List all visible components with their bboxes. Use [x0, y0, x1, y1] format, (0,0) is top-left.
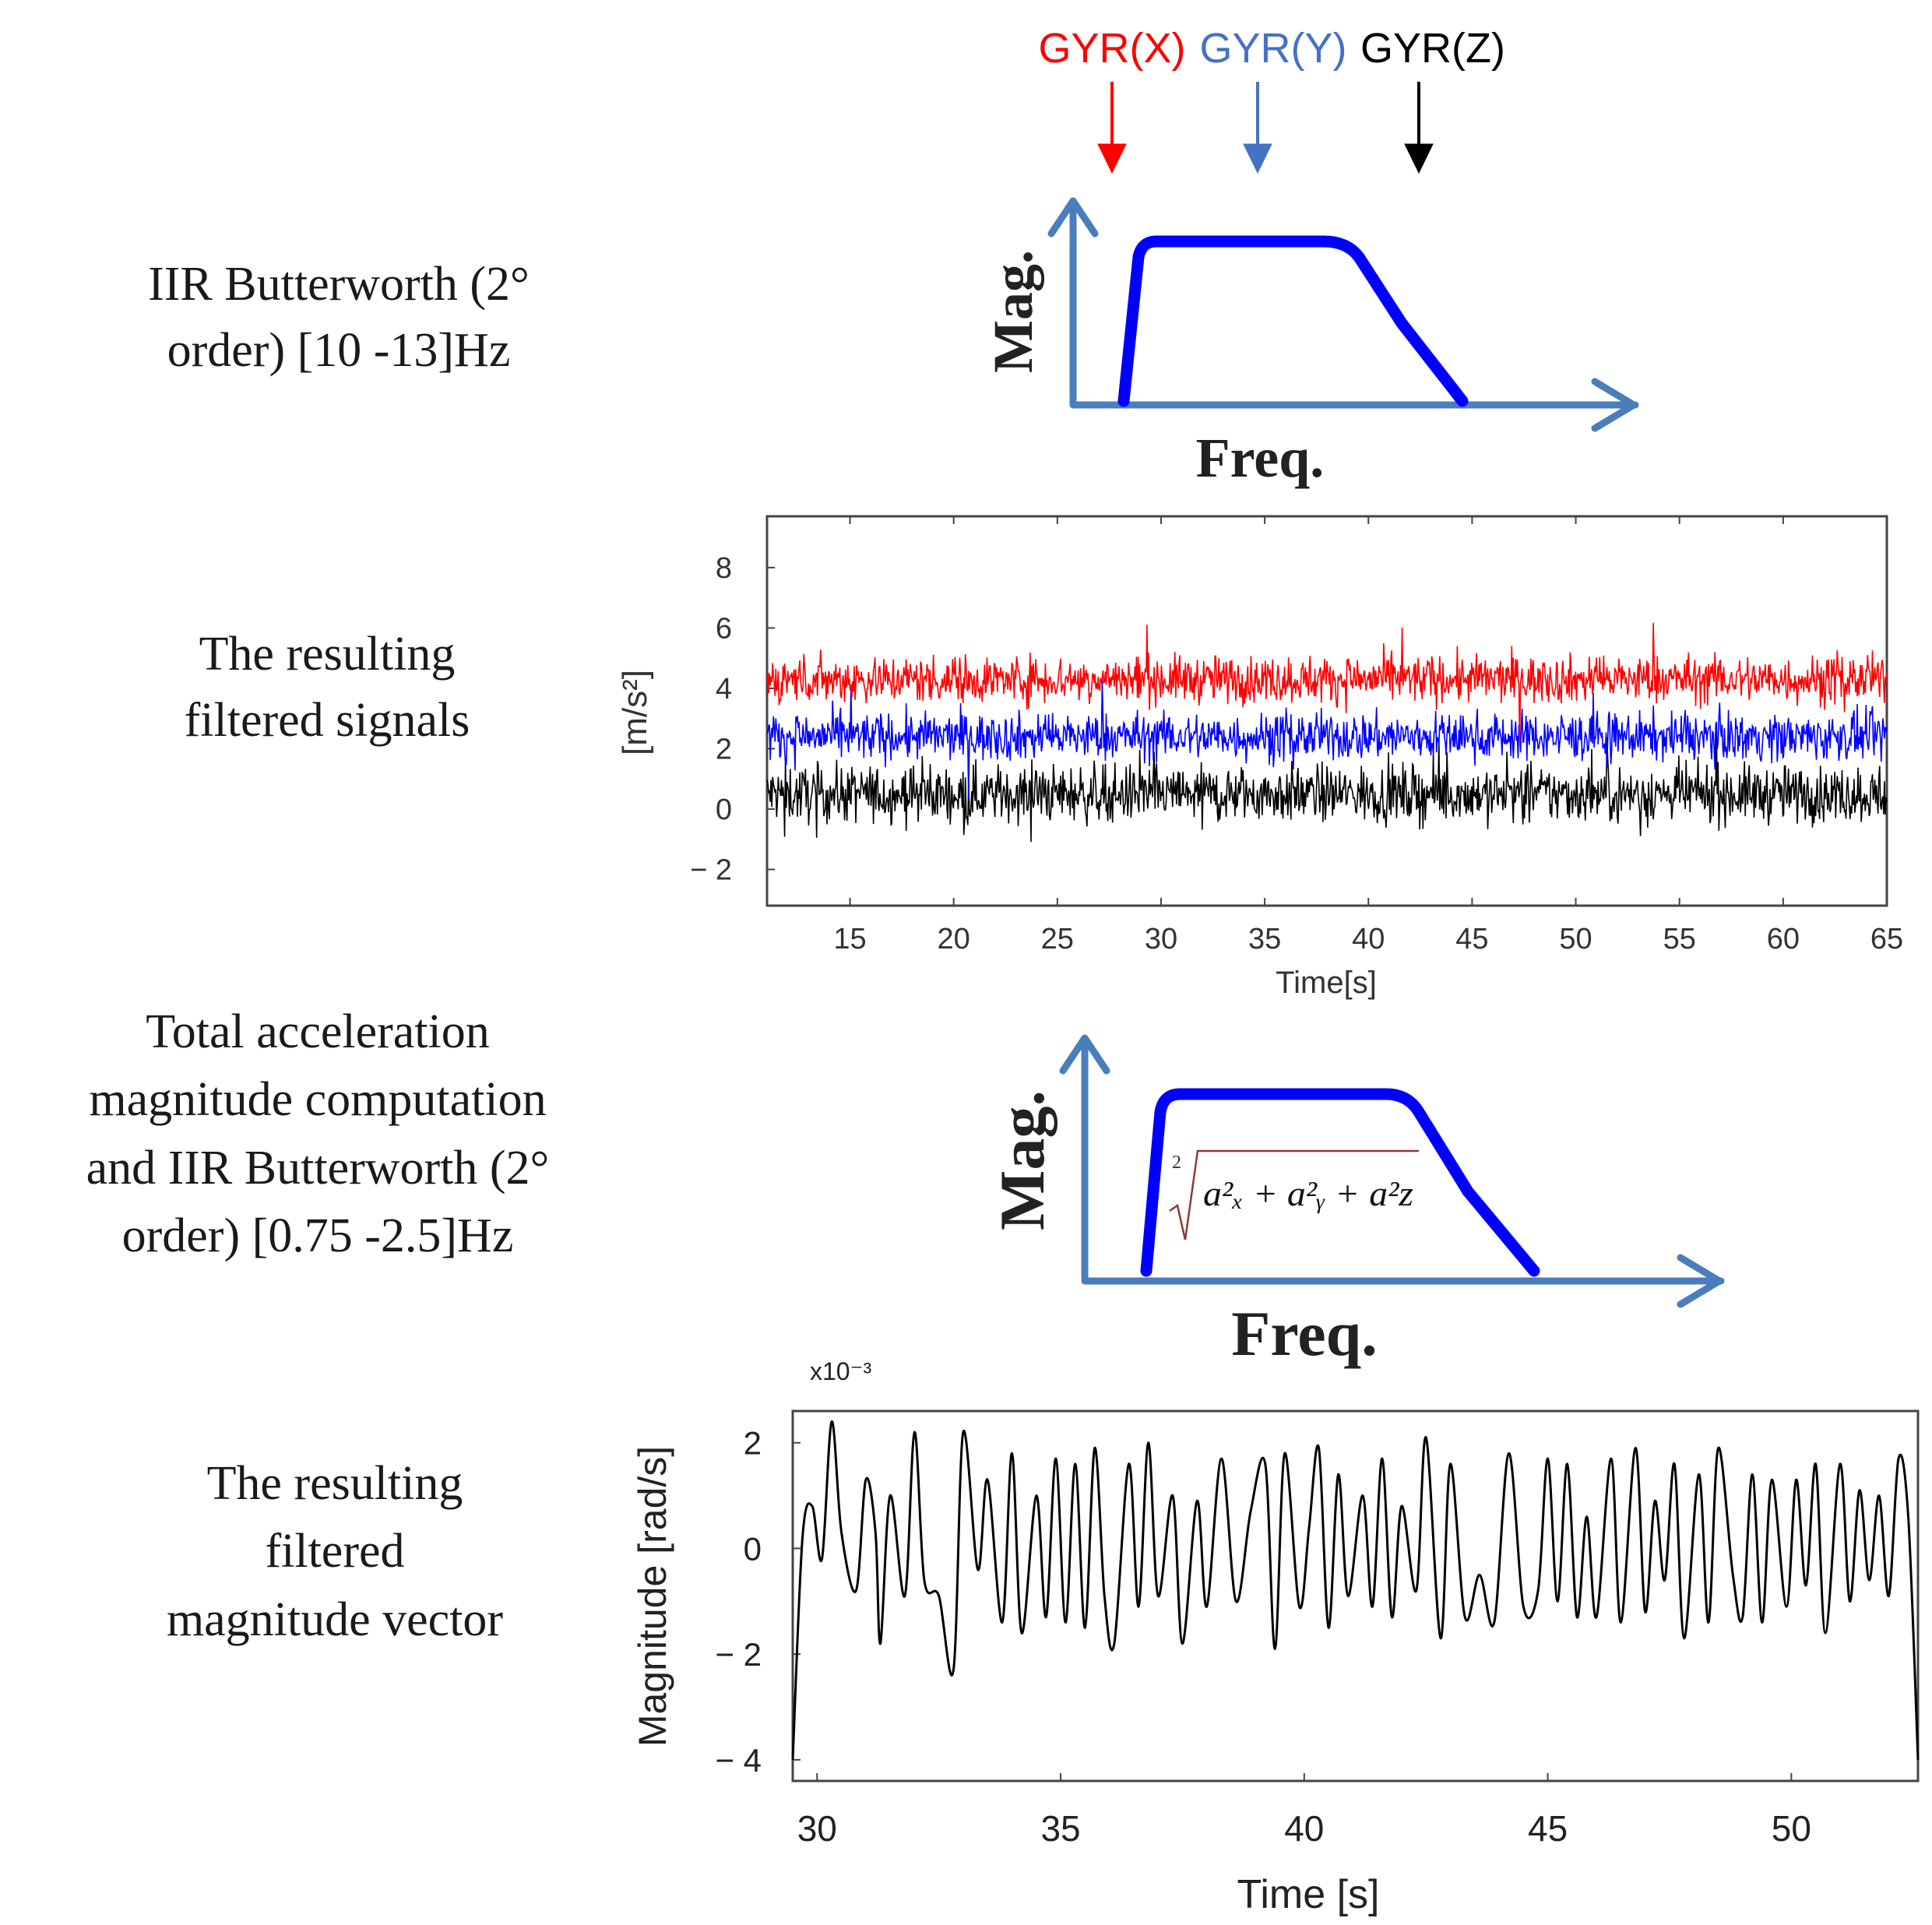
x-tick-label: 40 [1284, 1808, 1324, 1849]
y-axis-arrowhead [1047, 197, 1099, 238]
filter-diagram-1: Mag. Freq. [982, 197, 1639, 489]
series-line-gyr-y [766, 680, 1888, 800]
x-tick-label: 30 [797, 1808, 837, 1849]
signals-chart-series [766, 622, 1888, 843]
y-tick-label: 0 [744, 1530, 762, 1567]
x-tick-label: 35 [1040, 1808, 1080, 1849]
magnitude-chart: 30 35 40 45 50 2 0 − 2 − 4 x10⁻³ Time [s] Magni… [631, 1357, 1920, 1917]
x-tick-label: 40 [1352, 923, 1385, 955]
y-tick-label: 4 [716, 673, 732, 706]
x-tick-label: 30 [1145, 923, 1177, 955]
filter1-label-line2: order) [10 -13]Hz [167, 324, 511, 377]
x-axis-label-2: Freq. [1231, 1298, 1378, 1369]
input-arrow-gyr-x [1097, 82, 1127, 174]
y-tick-label: 0 [716, 794, 732, 826]
signals-chart-ticks [767, 516, 1888, 906]
input-label-gyr-y: GYR(Y) [1200, 25, 1347, 72]
filter2-label-line1: Total acceleration [146, 1005, 489, 1058]
filter-diagram-2: Mag. Freq. 2 a²ₓ + a²ᵧ + a²z [987, 1034, 1725, 1369]
formula-expression: a²ₓ + a²ᵧ + a²z [1203, 1174, 1413, 1213]
filter2-label-line2: magnitude computation [89, 1073, 546, 1126]
input-arrow-gyr-y [1243, 82, 1272, 174]
filter1-label-line1: IIR Butterworth (2° [148, 258, 530, 311]
filter2-label-line3: and IIR Butterworth (2° [86, 1142, 550, 1195]
x-tick-label: 50 [1772, 1808, 1811, 1849]
y-tick-label: 2 [716, 733, 732, 765]
x-tick-label: 15 [833, 923, 866, 955]
x-axis-arrowhead [1591, 378, 1638, 432]
magnitude-chart-y-tick-labels: 2 0 − 2 − 4 [715, 1425, 762, 1779]
y-tick-label: 8 [716, 552, 732, 585]
input-arrows [1097, 82, 1434, 174]
y-axis-label-2: Mag. [987, 1090, 1057, 1230]
input-label-gyr-z: GYR(Z) [1360, 25, 1505, 72]
magnitude-formula: 2 a²ₓ + a²ᵧ + a²z [1169, 1149, 1419, 1241]
x-tick-label: 20 [938, 923, 970, 955]
signals-chart-x-axis-label: Time[s] [1276, 966, 1377, 1000]
signals-chart-x-tick-labels: 15 20 25 30 35 40 45 50 55 60 65 [833, 923, 1903, 955]
input-channels: GYR(X) GYR(Y) GYR(Z) [1039, 25, 1505, 72]
stage-labels: IIR Butterworth (2° order) [10 -13]Hz Th… [86, 258, 550, 1646]
magnitude-chart-y-axis-label: Magnitude [rad/s] [631, 1446, 674, 1747]
radical-sign [1169, 1149, 1419, 1241]
x-tick-label: 65 [1870, 923, 1903, 955]
x-tick-label: 45 [1528, 1808, 1568, 1849]
y-tick-label: − 2 [690, 853, 732, 886]
signals-chart-y-axis-label: [m/s²] [616, 670, 654, 755]
bandpass-response-curve-2 [1140, 1088, 1540, 1277]
x-tick-label: 35 [1248, 923, 1281, 955]
y-axis-arrowhead-2 [1059, 1034, 1110, 1075]
magnitude-label-line3: magnitude vector [167, 1593, 503, 1646]
x-axis-label: Freq. [1196, 427, 1325, 489]
x-tick-label: 55 [1663, 923, 1696, 955]
magnitude-label-line1: The resulting [207, 1457, 463, 1510]
y-axis-label: Mag. [982, 250, 1044, 373]
magnitude-chart-x-tick-labels: 30 35 40 45 50 [797, 1808, 1811, 1849]
x-tick-label: 45 [1455, 923, 1488, 955]
signals-label-line1: The resulting [199, 628, 456, 681]
x-axis-arrowhead-2 [1677, 1254, 1723, 1308]
magnitude-chart-scale-label: x10⁻³ [810, 1357, 871, 1385]
y-tick-label: − 2 [715, 1636, 762, 1673]
input-label-gyr-x: GYR(X) [1039, 25, 1186, 72]
magnitude-label-line2: filtered [265, 1525, 404, 1578]
magnitude-chart-frame [791, 1409, 1920, 1782]
y-tick-label: − 4 [715, 1742, 762, 1779]
input-arrow-gyr-z [1404, 82, 1434, 174]
x-tick-label: 50 [1559, 923, 1592, 955]
magnitude-chart-series [791, 1420, 1920, 1760]
signals-chart-y-tick-labels: 8 6 4 2 0 − 2 [690, 552, 732, 887]
series-line-magnitude [791, 1420, 1920, 1760]
y-tick-label: 2 [744, 1425, 762, 1462]
x-tick-label: 60 [1767, 923, 1800, 955]
series-line-gyr-x [766, 622, 1888, 742]
x-tick-label: 25 [1041, 923, 1074, 955]
y-tick-label: 6 [716, 612, 732, 645]
series-line-gyr-z [766, 728, 1888, 843]
bandpass-response-curve [1117, 235, 1469, 407]
magnitude-chart-x-axis-label: Time [s] [1237, 1872, 1380, 1917]
signals-label-line2: filtered signals [185, 694, 470, 747]
signals-chart-frame [765, 515, 1888, 907]
filter2-label-line4: order) [0.75 -2.5]Hz [122, 1209, 514, 1262]
root-index: 2 [1172, 1153, 1181, 1173]
